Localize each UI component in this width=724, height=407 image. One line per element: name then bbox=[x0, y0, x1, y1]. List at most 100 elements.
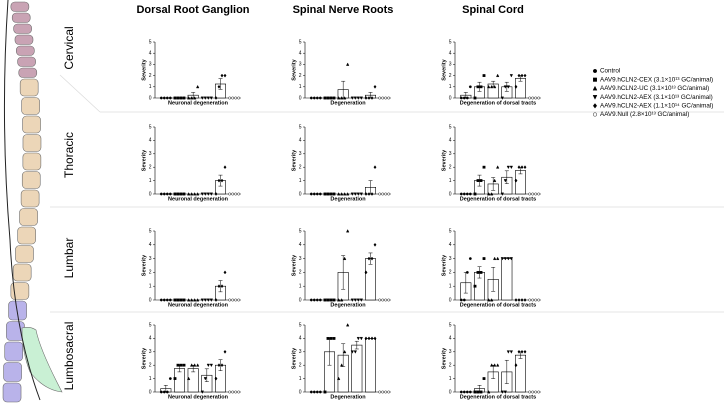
data-point bbox=[503, 85, 507, 89]
y-tick-label: 3 bbox=[149, 349, 152, 355]
y-tick-label: 3 bbox=[299, 62, 302, 68]
data-point bbox=[162, 96, 166, 100]
y-tick-label: 1 bbox=[449, 376, 452, 382]
data-point bbox=[179, 363, 183, 367]
x-axis-label: Degeneration of dorsal tracts bbox=[460, 302, 536, 308]
data-point bbox=[514, 84, 518, 89]
data-point bbox=[223, 165, 227, 170]
data-point bbox=[370, 192, 374, 196]
y-tick-label: 2 bbox=[149, 270, 152, 276]
column-title: Spinal Cord bbox=[462, 4, 524, 16]
data-point bbox=[165, 192, 169, 196]
data-point bbox=[206, 96, 210, 100]
data-point bbox=[309, 192, 313, 196]
y-axis-label: Severity bbox=[141, 58, 147, 80]
data-point bbox=[378, 390, 382, 394]
data-point bbox=[473, 192, 477, 196]
panel: 0 1 2 3 4 5 Severity Neuronal degeneration bbox=[141, 124, 241, 202]
data-point bbox=[517, 73, 521, 78]
data-point bbox=[482, 257, 486, 260]
y-tick-label: 4 bbox=[149, 242, 152, 248]
data-point bbox=[531, 390, 535, 394]
y-tick-label: 2 bbox=[299, 73, 302, 79]
y-tick-label: 0 bbox=[149, 389, 152, 395]
data-point bbox=[500, 192, 504, 196]
y-tick-label: 5 bbox=[149, 39, 152, 45]
data-point bbox=[312, 298, 316, 302]
data-point bbox=[176, 192, 180, 196]
data-point bbox=[315, 192, 319, 196]
data-point bbox=[531, 192, 535, 196]
data-point bbox=[487, 192, 491, 196]
data-point bbox=[326, 337, 330, 340]
y-tick-label: 3 bbox=[449, 349, 452, 355]
vertebra bbox=[12, 263, 32, 282]
panel: 0 1 2 3 4 5 Severity Degeneration bbox=[291, 322, 391, 400]
y-tick-label: 3 bbox=[149, 151, 152, 157]
x-axis-label: Neuronal degeneration bbox=[168, 394, 229, 400]
data-point bbox=[159, 96, 163, 100]
y-tick-label: 5 bbox=[449, 124, 452, 130]
data-point bbox=[370, 256, 374, 261]
data-point bbox=[343, 256, 347, 260]
y-axis-label: Severity bbox=[141, 347, 147, 369]
data-point bbox=[217, 363, 221, 368]
data-point bbox=[214, 298, 218, 302]
y-tick-label: 1 bbox=[299, 376, 302, 382]
data-point bbox=[182, 96, 186, 100]
data-point bbox=[500, 96, 504, 100]
y-tick-label: 5 bbox=[299, 124, 302, 130]
bar bbox=[515, 354, 526, 393]
y-tick-label: 2 bbox=[149, 165, 152, 171]
data-point bbox=[367, 96, 371, 100]
data-point bbox=[490, 298, 494, 302]
data-point bbox=[520, 165, 524, 170]
data-point bbox=[190, 298, 194, 302]
y-tick-label: 1 bbox=[149, 376, 152, 382]
data-point bbox=[200, 298, 204, 302]
legend-label: AAV9.hCLN2-CEX (3.1×10¹³ GC/animal) bbox=[600, 76, 713, 83]
y-tick-label: 4 bbox=[299, 336, 302, 342]
data-point bbox=[209, 192, 213, 196]
y-tick-label: 2 bbox=[449, 165, 452, 171]
data-point bbox=[537, 298, 541, 302]
data-point bbox=[209, 96, 213, 100]
data-point bbox=[462, 192, 466, 196]
data-point bbox=[462, 390, 466, 394]
data-point bbox=[367, 256, 371, 261]
data-point bbox=[193, 96, 197, 100]
data-point bbox=[462, 96, 466, 100]
data-point bbox=[179, 298, 183, 302]
data-point bbox=[176, 298, 180, 302]
error-bar bbox=[354, 340, 359, 350]
data-point bbox=[534, 96, 538, 100]
data-point bbox=[332, 298, 336, 302]
data-point bbox=[209, 363, 213, 368]
vertebra bbox=[11, 12, 31, 23]
data-point bbox=[487, 298, 491, 302]
data-point bbox=[479, 390, 483, 394]
data-point bbox=[203, 377, 207, 381]
legend-label: AAV9.hCLN2-UC (3.1×10¹³ GC/animal) bbox=[600, 85, 709, 92]
y-tick-label: 1 bbox=[149, 284, 152, 290]
data-point bbox=[537, 192, 541, 196]
data-point bbox=[373, 336, 377, 341]
legend-label: AAV9.hCLN2-AEX (3.1×10¹³ GC/animal) bbox=[600, 94, 713, 101]
data-point bbox=[315, 390, 319, 394]
data-point bbox=[190, 192, 194, 196]
data-point bbox=[312, 192, 316, 196]
data-point bbox=[168, 298, 172, 302]
data-point bbox=[234, 192, 238, 196]
data-point bbox=[359, 96, 363, 100]
data-point bbox=[381, 192, 385, 196]
data-point bbox=[350, 96, 354, 100]
data-point bbox=[353, 96, 357, 100]
y-axis-label: Severity bbox=[291, 149, 297, 171]
data-point bbox=[223, 349, 227, 354]
data-point bbox=[506, 165, 510, 170]
data-point bbox=[206, 298, 210, 302]
data-point bbox=[387, 96, 391, 100]
y-tick-label: 2 bbox=[449, 270, 452, 276]
y-tick-label: 2 bbox=[299, 165, 302, 171]
data-point bbox=[323, 298, 327, 302]
